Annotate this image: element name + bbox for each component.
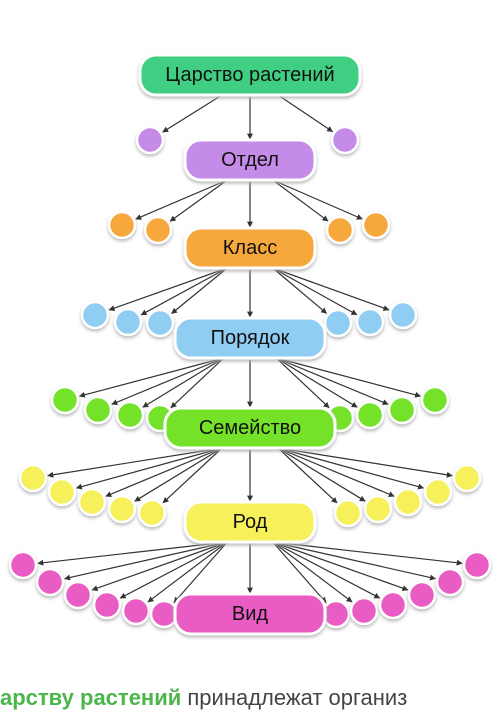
taxon-dot [335, 500, 361, 526]
taxon-label: Отдел [221, 149, 279, 171]
taxon-dot [49, 479, 75, 505]
taxon-dot [117, 402, 143, 428]
taxon-label: Род [233, 511, 268, 533]
taxon-dot [323, 601, 349, 627]
taxon-label: Порядок [211, 327, 290, 349]
taxon-label: Семейство [199, 417, 301, 439]
taxon-dot [52, 387, 78, 413]
taxon-label: Вид [232, 603, 269, 625]
taxon-dot [365, 496, 391, 522]
taxon-dot [123, 598, 149, 624]
taxon-dot [109, 496, 135, 522]
footer-text: арству растений принадлежат организ [0, 685, 407, 710]
taxon-dot [327, 217, 353, 243]
taxon-label: Царство растений [165, 64, 334, 86]
taxon-dot [137, 127, 163, 153]
taxon-dot [79, 489, 105, 515]
taxon-dot [389, 397, 415, 423]
taxon-dot [115, 309, 141, 335]
taxon-dot [332, 127, 358, 153]
taxon-dot [351, 598, 377, 624]
taxon-dot [85, 397, 111, 423]
taxonomy-diagram: Царство растений Отдел Класс Порядок Семейст… [0, 0, 500, 717]
taxon-dot [147, 310, 173, 336]
taxon-dot [454, 465, 480, 491]
taxon-dot [82, 302, 108, 328]
taxon-dot [139, 500, 165, 526]
taxon-dot [390, 302, 416, 328]
taxon-dot [109, 212, 135, 238]
taxon-dot [395, 489, 421, 515]
taxon-dot [20, 465, 46, 491]
taxon-dot [380, 592, 406, 618]
taxon-dot [422, 387, 448, 413]
taxon-dot [464, 552, 490, 578]
taxon-dot [65, 582, 91, 608]
taxon-dot [357, 402, 383, 428]
taxon-dot [94, 592, 120, 618]
taxon-dot [363, 212, 389, 238]
taxon-dot [37, 569, 63, 595]
taxon-dot [425, 479, 451, 505]
taxon-dot [325, 310, 351, 336]
taxon-dot [145, 217, 171, 243]
taxon-dot [437, 569, 463, 595]
taxon-dot [409, 582, 435, 608]
taxon-dot [151, 601, 177, 627]
taxon-dot [357, 309, 383, 335]
taxon-label: Класс [223, 237, 277, 259]
taxon-dot [10, 552, 36, 578]
